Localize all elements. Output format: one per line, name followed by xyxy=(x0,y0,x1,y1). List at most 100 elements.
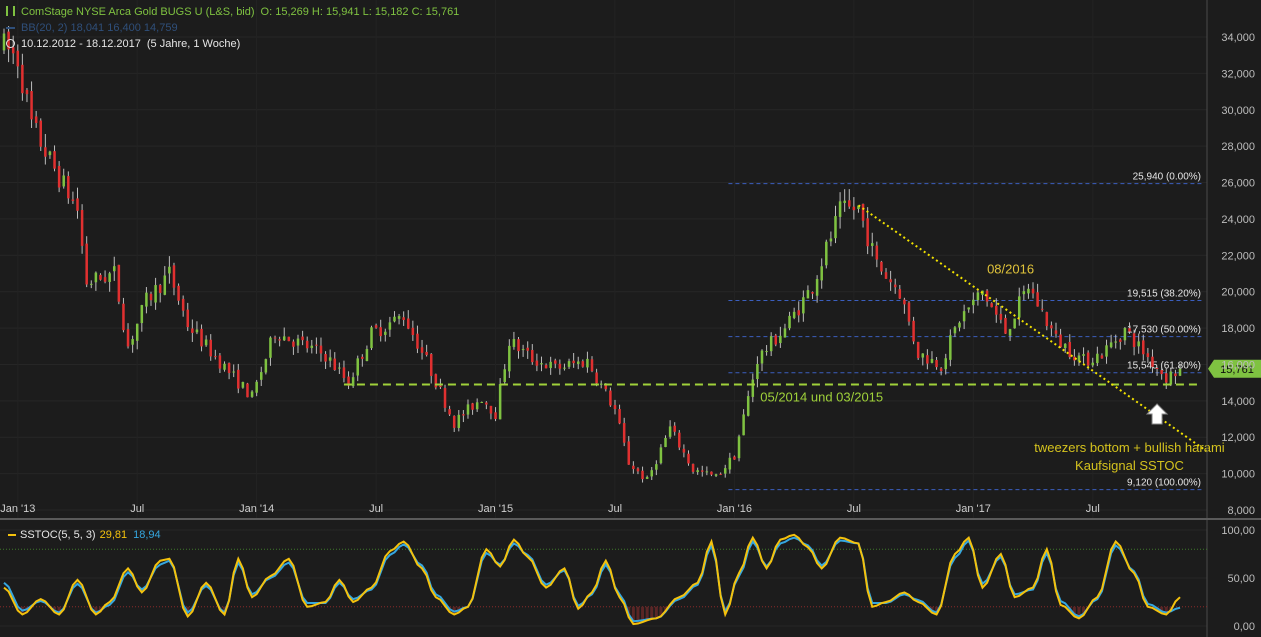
candle-body xyxy=(563,367,566,369)
candle-body xyxy=(935,360,938,368)
candle xyxy=(1132,329,1136,356)
candle-body xyxy=(365,348,369,362)
candle-body xyxy=(838,201,842,217)
candle xyxy=(1137,333,1140,354)
candle xyxy=(889,270,892,291)
candle xyxy=(723,464,727,478)
candle xyxy=(80,204,84,254)
candle xyxy=(273,335,277,344)
candle-body xyxy=(76,198,79,211)
candle xyxy=(581,359,585,368)
candle xyxy=(990,302,993,308)
x-tick-label: Jul xyxy=(1086,503,1100,515)
trend-line-label: 08/2016 xyxy=(987,262,1034,277)
candle xyxy=(939,367,943,376)
candle xyxy=(632,461,635,474)
ohlc-values: O: 15,269 H: 15,941 L: 15,182 C: 15,761 xyxy=(260,6,460,18)
candle-body xyxy=(521,349,525,351)
candle xyxy=(567,358,571,369)
candle-body xyxy=(443,388,447,408)
candle-body xyxy=(512,338,516,347)
candle xyxy=(1013,318,1016,329)
candle-body xyxy=(278,339,281,341)
support-label: 05/2014 und 03/2015 xyxy=(760,389,883,404)
x-tick-label: Jan '17 xyxy=(956,503,991,515)
candle xyxy=(590,356,594,373)
candle xyxy=(526,341,529,359)
candle xyxy=(540,356,543,372)
candle-body xyxy=(848,200,851,207)
candle xyxy=(912,316,915,345)
candle-body xyxy=(645,477,649,479)
candle xyxy=(838,192,842,229)
candle xyxy=(710,471,713,477)
candle-body xyxy=(1164,373,1168,383)
candle xyxy=(751,373,755,403)
candle-body xyxy=(25,89,29,95)
candle-body xyxy=(655,464,658,470)
candle xyxy=(1146,347,1150,363)
candle-body xyxy=(494,412,497,419)
candle xyxy=(416,325,419,354)
candle-body xyxy=(567,361,571,367)
candle-body xyxy=(1045,312,1049,327)
candle-body xyxy=(1068,341,1072,358)
candle xyxy=(733,455,736,460)
candle xyxy=(650,467,653,481)
candle-body xyxy=(388,322,392,330)
candle-body xyxy=(953,327,957,334)
candle-body xyxy=(1128,328,1131,332)
candle xyxy=(200,324,203,352)
last-price-tag xyxy=(1208,359,1261,378)
bb-values: BB(20, 2) 18,041 16,400 14,759 xyxy=(21,22,178,34)
candle-body xyxy=(1123,327,1127,341)
candle-body xyxy=(1031,288,1035,294)
candle xyxy=(1008,328,1012,342)
bollinger-header: BB(20, 2) 18,041 16,400 14,759 xyxy=(6,22,184,34)
candle-body xyxy=(1050,325,1053,329)
candle xyxy=(848,189,851,209)
candle-body xyxy=(416,333,419,349)
candle-body xyxy=(135,323,139,341)
candle-body xyxy=(457,414,461,428)
candle-body xyxy=(310,345,314,348)
candle-body xyxy=(696,470,699,473)
candle-body xyxy=(1008,329,1012,336)
y-tick-label: 24,000 xyxy=(1221,214,1255,226)
candle xyxy=(278,336,281,347)
candle-body xyxy=(246,383,249,398)
candle xyxy=(806,285,810,299)
candle xyxy=(691,463,695,474)
candle-body xyxy=(1132,333,1136,348)
candle xyxy=(558,359,562,375)
candle xyxy=(149,291,153,306)
candle-body xyxy=(526,347,529,351)
candle xyxy=(659,444,663,465)
candle-body xyxy=(641,470,644,480)
candle-body xyxy=(172,265,176,288)
y-tick-label: 22,000 xyxy=(1221,250,1255,262)
candle xyxy=(227,362,231,380)
candle xyxy=(815,275,819,303)
fib-level-label: 15,545 (61.80%) xyxy=(1127,361,1201,372)
candle xyxy=(292,339,295,355)
candle-body xyxy=(108,273,111,282)
candle-body xyxy=(140,305,144,324)
candle xyxy=(1031,282,1035,299)
candle-body xyxy=(475,402,479,410)
candle xyxy=(1036,283,1039,307)
candle-body xyxy=(71,199,75,201)
candle xyxy=(397,313,401,325)
candle xyxy=(962,304,966,330)
candle xyxy=(420,339,424,360)
candle-body xyxy=(751,379,755,397)
candle xyxy=(682,444,686,458)
candle-body xyxy=(30,91,33,120)
candle xyxy=(792,307,796,320)
candle xyxy=(485,401,488,410)
candle-body xyxy=(1178,368,1182,376)
candle xyxy=(103,270,107,284)
candle-body xyxy=(407,318,410,329)
